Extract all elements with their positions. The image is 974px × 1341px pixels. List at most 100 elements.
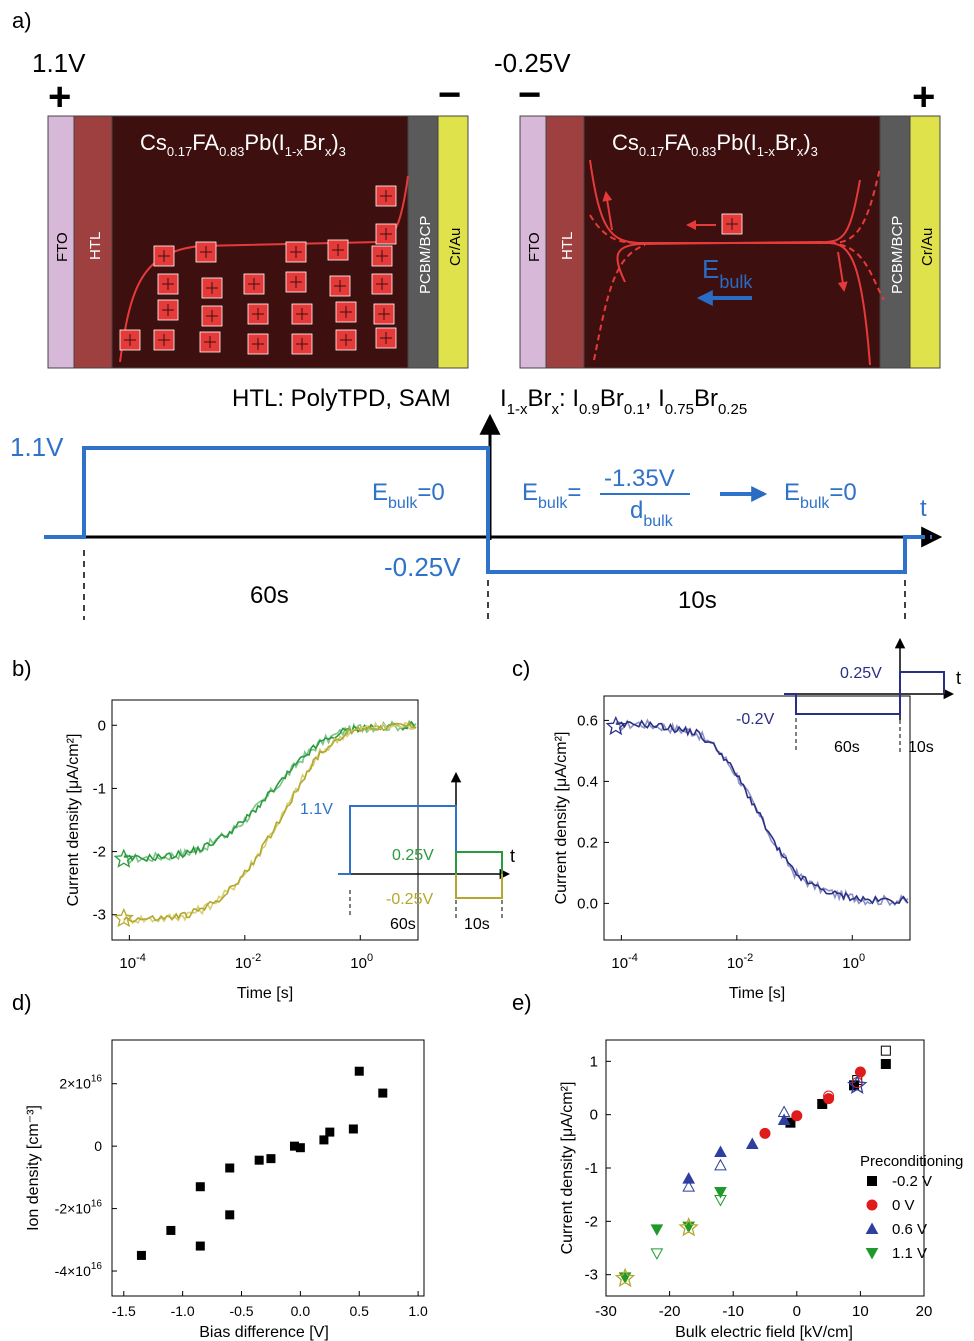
chartB-y-tick-label: -1 (93, 780, 106, 797)
chartB-y-tick-label: 0 (98, 717, 106, 734)
ion-square (201, 305, 223, 327)
chart-d-point (195, 1241, 205, 1251)
chart-d-point (166, 1225, 176, 1235)
chartB-x-tick-label: 10-4 (119, 952, 145, 972)
chart-d-y-tick-label: -2×1016 (55, 1199, 103, 1217)
chart-d-point (319, 1135, 329, 1145)
inset-c-dur-10s: 10s (908, 739, 934, 756)
chart-e-x-tick-label: 20 (916, 1303, 933, 1320)
chart-b-xlabel: Time [s] (237, 985, 293, 1002)
chart-e: 10-1-2-3 -30 -20 -10 0 10 20 Bulk electric fi… (559, 1039, 963, 1341)
ion-square (375, 223, 397, 245)
ion-square (157, 299, 179, 321)
chart-d-x-tick-label: -1.5 (112, 1303, 136, 1319)
chart-e-point (823, 1093, 835, 1105)
chartC-x-tick-label: 10-4 (611, 952, 637, 972)
chartC-y-tick-label: 0.0 (577, 895, 598, 912)
plus-sign-left: + (48, 75, 71, 119)
chart-c-series (605, 715, 909, 907)
timeline-v-low: -0.25V (384, 552, 461, 582)
pcbm-layer-right (879, 115, 911, 369)
chart-d-y-tick-label: 2×1016 (59, 1074, 102, 1092)
timeline-v-high: 1.1V (10, 432, 64, 462)
chartC-y-tick-label: 0.4 (577, 773, 598, 790)
chart-c-frame (603, 695, 911, 941)
perovskite-formula-right: Cs0.17FA0.83Pb(I1-xBrx)3 (612, 130, 818, 159)
timeline-dur-10s: 10s (678, 587, 717, 614)
htl-label: HTL (87, 232, 104, 260)
chart-e-y-ticks: 1 0 -1 -2 -3 (585, 1053, 611, 1284)
htl-layer (73, 115, 113, 369)
chart-e-y-tick-label: 0 (590, 1107, 598, 1124)
ion-square (329, 275, 351, 297)
ion-square (375, 327, 397, 349)
ion-square-right (721, 213, 743, 235)
e-bulk-label: Ebulk (702, 254, 753, 292)
chart-d-y-tick-label: -4×1016 (55, 1261, 103, 1279)
chart-c-inset: -0.2V 0.25V t 60s 10s (736, 637, 961, 756)
ion-square (247, 333, 269, 355)
ion-square (291, 303, 313, 325)
chart-c-xlabel: Time [s] (729, 985, 785, 1002)
chart-d-point (354, 1066, 364, 1076)
chart-e-point-open (682, 1180, 696, 1192)
chart-e-xlabel: Bulk electric field [kV/cm] (675, 1324, 853, 1341)
chart-d-x-ticks: -1.5 -1.0 -0.5 0.0 0.5 1.0 (112, 1291, 428, 1319)
htl-label-right: HTL (559, 232, 576, 260)
chartC-series-line (615, 719, 909, 905)
chartC-x-tick-label: 100 (842, 952, 865, 972)
panel-label-a: a) (12, 8, 32, 33)
chartB-x-tick-label: 100 (350, 952, 373, 972)
inset-b-waveform-high (338, 805, 457, 875)
ion-square (327, 239, 349, 261)
legend-marker (865, 1222, 879, 1234)
minus-sign-right-left: − (518, 73, 541, 117)
chartB-start-star-marker (113, 848, 134, 868)
chart-e-point-open (880, 1045, 891, 1056)
chartB-y-tick-label: -2 (93, 844, 106, 861)
potential-curve-left (119, 175, 409, 363)
chart-d-point (225, 1163, 235, 1173)
chart-b-frame (111, 699, 419, 941)
chart-e-x-ticks: -30 -20 -10 0 10 20 (595, 1291, 932, 1320)
chartC-x-tick-label: 10-2 (727, 952, 753, 972)
pcbm-label: PCBM/BCP (417, 216, 434, 294)
chartC-series-line-light (615, 718, 909, 907)
ion-square (375, 185, 397, 207)
chart-b-inset: 1.1V 0.25V -0.25V t 60s 10s (300, 771, 515, 933)
device-right: -0.25V − + FTO HTL PCBM/BCP Cr/Au Cs0.17… (494, 48, 941, 369)
chart-e-point (745, 1137, 759, 1149)
ion-group-left (119, 185, 397, 355)
crau-layer-right (909, 115, 941, 369)
fto-label-right: FTO (526, 232, 543, 262)
chart-e-point (791, 1110, 803, 1122)
chart-e-star-marker (847, 1074, 868, 1094)
chart-e-point-open (714, 1158, 727, 1171)
chart-e-point (880, 1059, 891, 1069)
chart-e-y-tick-label: -3 (585, 1267, 598, 1284)
chart-d-y-tick-label: 0 (94, 1138, 102, 1154)
halide-note: I1-xBrx: I0.9Br0.1, I0.75Br0.25 (500, 385, 747, 418)
legend-title: Preconditioning (860, 1153, 963, 1170)
chart-e-y-tick-label: -1 (585, 1160, 598, 1177)
inset-b-waveform-low (455, 874, 503, 899)
inset-c-waveform (784, 671, 945, 715)
inset-b-v-mid: 0.25V (392, 847, 434, 864)
chart-e-point-open (650, 1248, 664, 1260)
chart-e-point (849, 1080, 860, 1091)
chart-d-point (295, 1143, 305, 1153)
voltage-right: -0.25V (494, 48, 571, 78)
chartB-series-line (123, 720, 417, 863)
ion-square (195, 241, 217, 263)
voltage-timeline: 1.1V -0.25V Ebulk=0 Ebulk= -1.35V dbulk … (10, 413, 943, 620)
chart-e-y-tick-label: 1 (590, 1053, 598, 1070)
ion-square (371, 273, 393, 295)
chartB-series-line-light (123, 721, 417, 925)
potential-curve-right-dashed-2 (589, 214, 641, 244)
chart-e-points (614, 1045, 891, 1288)
legend-marker (865, 1248, 879, 1260)
chart-e-point (714, 1187, 727, 1199)
chart-d-y-ticks: 2×1016 0 -2×1016 -4×1016 (55, 1074, 117, 1279)
chart-e-ylabel: Current density [μA/cm²] (559, 1082, 576, 1255)
